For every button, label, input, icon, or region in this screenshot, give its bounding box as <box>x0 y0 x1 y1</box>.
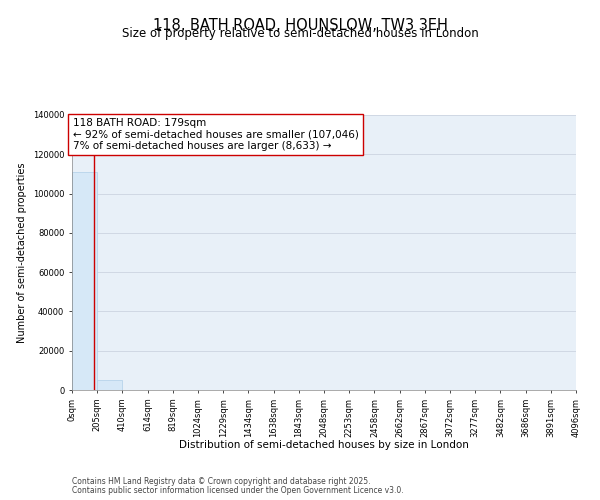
Text: Contains public sector information licensed under the Open Government Licence v3: Contains public sector information licen… <box>72 486 404 495</box>
Text: Contains HM Land Registry data © Crown copyright and database right 2025.: Contains HM Land Registry data © Crown c… <box>72 477 371 486</box>
Bar <box>72 172 97 390</box>
Bar <box>97 380 122 390</box>
Text: 118, BATH ROAD, HOUNSLOW, TW3 3EH: 118, BATH ROAD, HOUNSLOW, TW3 3EH <box>152 18 448 32</box>
Y-axis label: Number of semi-detached properties: Number of semi-detached properties <box>17 162 28 343</box>
X-axis label: Distribution of semi-detached houses by size in London: Distribution of semi-detached houses by … <box>179 440 469 450</box>
Text: 118 BATH ROAD: 179sqm
← 92% of semi-detached houses are smaller (107,046)
7% of : 118 BATH ROAD: 179sqm ← 92% of semi-deta… <box>73 118 358 151</box>
Text: Size of property relative to semi-detached houses in London: Size of property relative to semi-detach… <box>122 28 478 40</box>
